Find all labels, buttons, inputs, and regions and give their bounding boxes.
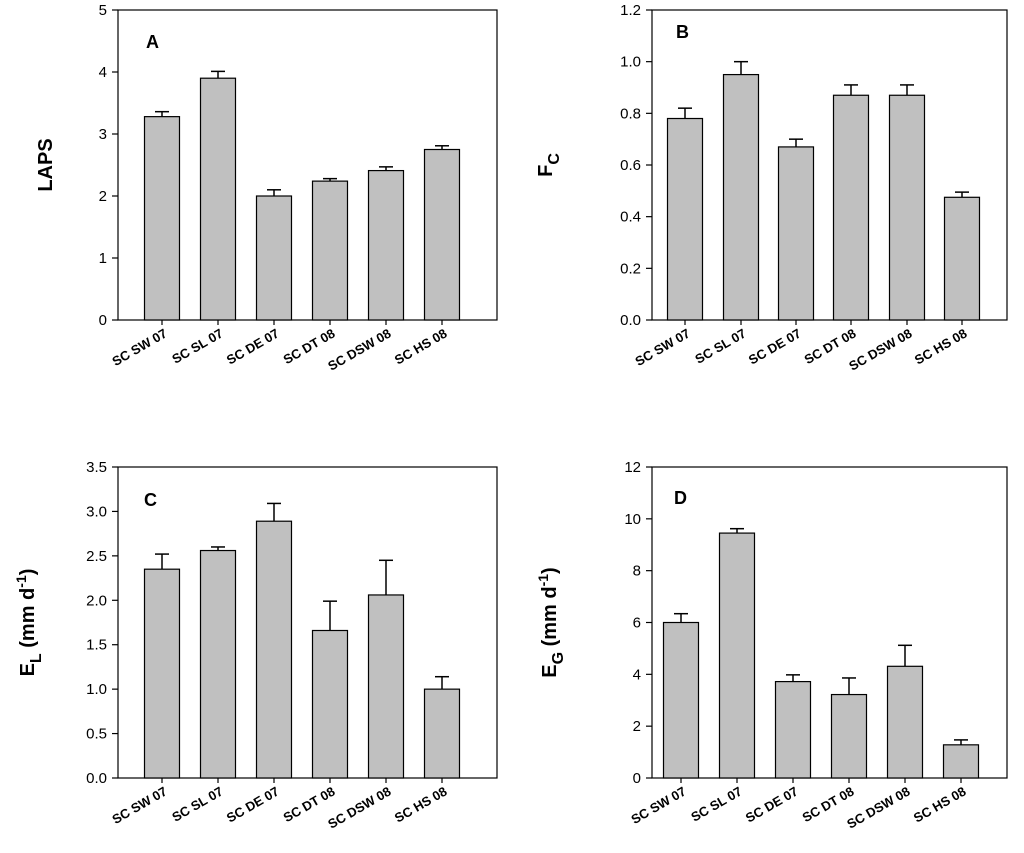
bar: [774, 680, 812, 779]
bar: [311, 180, 349, 321]
bar: [942, 744, 980, 779]
panel-b: 0.00.20.40.60.81.01.2SC SW 07 SC SL 07SC …: [535, 2, 1008, 374]
y-axis-label: FC: [535, 153, 563, 177]
y-tick-label: 0.8: [620, 105, 641, 122]
bar: [886, 665, 924, 779]
plot-frame: [117, 466, 498, 779]
x-tick-label: SC SL 07: [169, 784, 225, 825]
bar: [199, 549, 237, 779]
bar: [830, 693, 868, 779]
y-axis-label: EL (mm d-1): [13, 569, 45, 677]
x-tick-label: SC SL 07: [688, 784, 744, 825]
y-tick-label: 2: [633, 718, 641, 735]
bar: [722, 73, 760, 321]
x-tick-label: SC HS 08: [912, 326, 970, 368]
y-tick-label: 10: [624, 511, 641, 528]
y-tick-label: 0: [633, 770, 641, 787]
y-tick-label: 0: [99, 312, 107, 329]
x-tick-label: SC DSW 08: [325, 326, 393, 374]
y-tick-label: 0.0: [620, 312, 641, 329]
x-tick-label: SC HS 08: [392, 784, 450, 826]
y-tick-label: 3.0: [86, 503, 107, 520]
y-tick-label: 1.0: [620, 54, 641, 71]
bar: [943, 196, 981, 321]
bar: [311, 629, 349, 779]
y-axis-label: LAPS: [35, 138, 57, 191]
x-tick-label: SC DE 07: [743, 784, 801, 826]
x-tick-label: SC DSW 08: [844, 784, 912, 832]
y-tick-label: 12: [624, 459, 641, 476]
bar: [423, 148, 461, 321]
bar: [255, 520, 293, 779]
bar: [367, 594, 405, 779]
bar: [662, 621, 700, 779]
y-tick-label: 0.2: [620, 260, 641, 277]
x-tick-label: SC SW 07: [109, 326, 169, 369]
y-axis-label: EG (mm d-1): [535, 567, 567, 677]
plot-frame: [651, 466, 1008, 779]
x-tick-label: SC HS 08: [911, 784, 969, 826]
y-tick-label: 2: [99, 188, 107, 205]
panel-letter: B: [676, 22, 689, 42]
x-tick-label: SC SW 07: [628, 784, 688, 827]
y-tick-label: 2.0: [86, 592, 107, 609]
x-tick-label: SC DSW 08: [846, 326, 914, 374]
x-tick-label: SC DSW 08: [325, 784, 393, 832]
y-tick-label: 0.4: [620, 209, 641, 226]
bar: [777, 146, 815, 321]
bar: [718, 532, 756, 779]
y-tick-label: 3.5: [86, 459, 107, 476]
panel-letter: C: [144, 490, 157, 510]
bar: [367, 169, 405, 321]
y-tick-label: 3: [99, 126, 107, 143]
y-tick-label: 1.5: [86, 637, 107, 654]
y-tick-label: 8: [633, 563, 641, 580]
y-tick-label: 0.6: [620, 157, 641, 174]
bar: [423, 688, 461, 779]
plot-frame: [117, 9, 498, 321]
x-tick-label: SC DE 07: [746, 326, 804, 368]
x-tick-label: SC DE 07: [224, 326, 282, 368]
x-tick-label: SC DE 07: [224, 784, 282, 826]
y-tick-label: 1.2: [620, 2, 641, 19]
bar: [143, 116, 181, 321]
bar: [666, 117, 704, 321]
bar: [888, 94, 926, 321]
y-tick-label: 0.5: [86, 726, 107, 743]
bar: [143, 568, 181, 779]
y-tick-label: 1.0: [86, 681, 107, 698]
panel-letter: A: [146, 32, 159, 52]
y-tick-label: 1: [99, 250, 107, 267]
x-tick-label: SC SL 07: [169, 326, 225, 367]
y-tick-label: 6: [633, 615, 641, 632]
y-tick-label: 4: [633, 666, 641, 683]
bar: [832, 94, 870, 321]
y-tick-label: 5: [99, 2, 107, 19]
x-tick-label: SC SW 07: [109, 784, 169, 827]
x-tick-label: SC SL 07: [692, 326, 748, 367]
y-tick-label: 4: [99, 64, 107, 81]
x-tick-label: SC HS 08: [392, 326, 450, 368]
y-tick-label: 2.5: [86, 548, 107, 565]
bar: [199, 77, 237, 321]
panel-c: 0.0 0.5 1.0 1.5 2.0 2.5 3.0 3.5 SC SW 07 SC SL 07…: [13, 459, 498, 832]
x-tick-label: SC SW 07: [632, 326, 692, 369]
bar: [255, 195, 293, 321]
panel-letter: D: [674, 488, 687, 508]
y-tick-label: 0.0: [86, 770, 107, 787]
